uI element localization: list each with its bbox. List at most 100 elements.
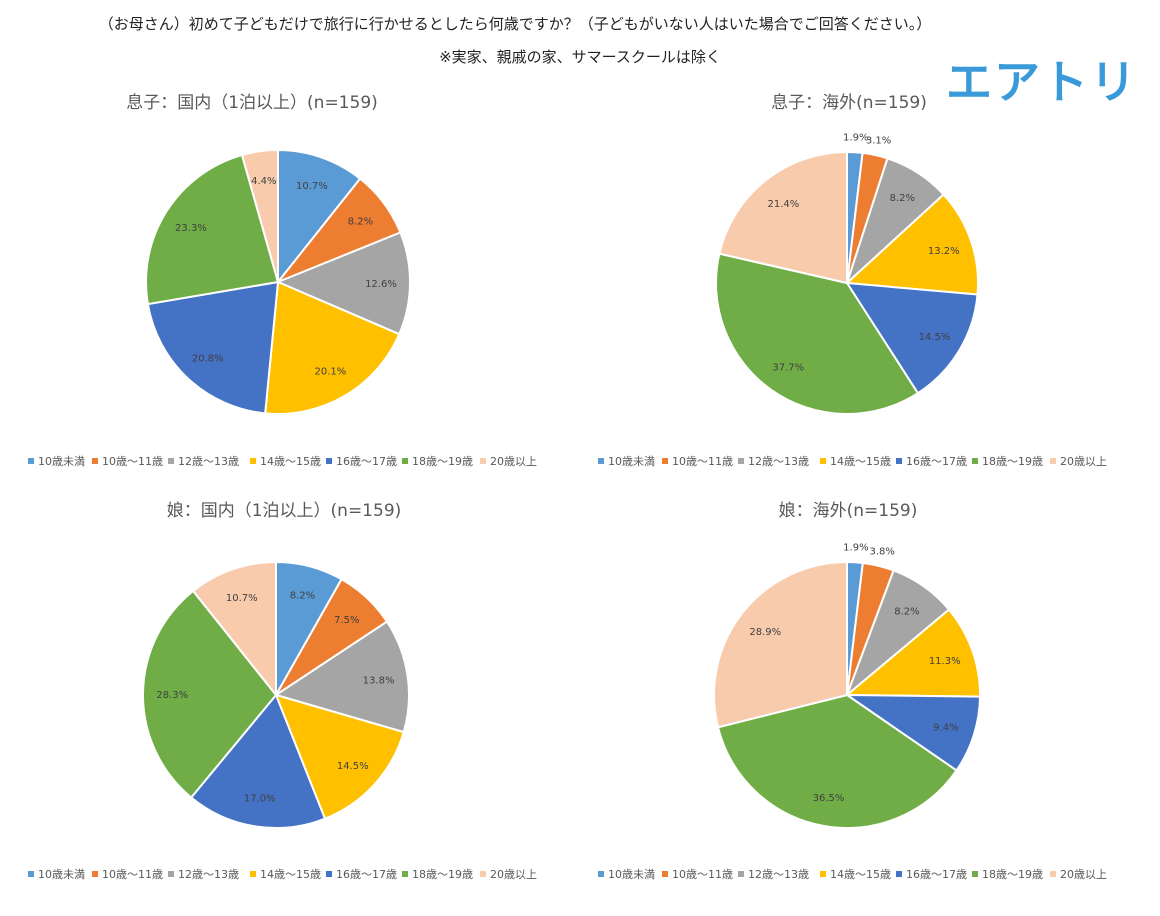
- data-label: 20.1%: [314, 367, 346, 378]
- data-label: 8.2%: [890, 193, 915, 204]
- legend-label: 10歳～11歳: [672, 868, 733, 881]
- legend-label: 20歳以上: [1060, 455, 1107, 468]
- legend-label: 12歳～13歳: [178, 868, 239, 881]
- chart-title: 息子：国内（1泊以上）(n=159): [126, 93, 378, 113]
- pie-slice: [716, 693, 958, 829]
- legend-swatch: [168, 871, 174, 877]
- legend-label: 16歳～17歳: [336, 868, 397, 881]
- legend-swatch: [326, 871, 332, 877]
- data-label: 9.4%: [933, 722, 958, 733]
- legend-label: 14歳～15歳: [830, 868, 891, 881]
- data-label: 3.1%: [866, 136, 891, 147]
- legend-swatch: [662, 458, 668, 464]
- legend-item: 10歳未満: [28, 866, 85, 882]
- page-subtitle: ※実家、親戚の家、サマースクールは除く: [439, 48, 721, 66]
- legend-item: 12歳～13歳: [738, 453, 809, 469]
- pie-slice: [189, 693, 327, 829]
- chart-daughter-overseas: 娘：海外(n=159) 1.9% 3.8% 8.2% 11.3% 9.4% 36.5% 28…: [580, 496, 1140, 916]
- data-label: 8.2%: [348, 216, 373, 227]
- data-label: 36.5%: [813, 793, 845, 804]
- chart-title: 息子：海外(n=159): [771, 93, 927, 113]
- legend-swatch: [820, 458, 826, 464]
- data-label: 11.3%: [929, 656, 961, 667]
- data-label: 1.9%: [843, 133, 868, 144]
- data-label: 23.3%: [175, 223, 207, 234]
- pie-chart: 1.9% 3.8% 8.2% 11.3% 9.4% 36.5% 28.9%: [713, 542, 982, 829]
- legend-swatch: [598, 458, 604, 464]
- chart-daughter-domestic: 娘：国内（1泊以上）(n=159) 8.2% 7.5% 13.8% 14.5% 17.0…: [10, 496, 570, 916]
- legend-swatch: [738, 458, 744, 464]
- pie-slice: [264, 280, 401, 415]
- legend-label: 18歳～19歳: [982, 455, 1043, 468]
- pie-slice: [718, 150, 848, 285]
- data-label: 13.2%: [928, 246, 960, 257]
- data-label: 10.7%: [226, 593, 258, 604]
- legend-item: 16歳～17歳: [896, 453, 967, 469]
- legend-label: 10歳～11歳: [102, 868, 163, 881]
- data-label: 14.5%: [337, 761, 369, 772]
- data-label: 8.2%: [894, 606, 919, 617]
- legend-swatch: [480, 871, 486, 877]
- legend-label: 16歳～17歳: [906, 455, 967, 468]
- legend-item: 10歳～11歳: [662, 866, 733, 882]
- legend-item: 14歳～15歳: [820, 453, 891, 469]
- legend-label: 10歳未満: [608, 868, 655, 881]
- legend-label: 12歳～13歳: [178, 455, 239, 468]
- legend-item: 14歳～15歳: [250, 866, 321, 882]
- pie-slice: [844, 608, 981, 698]
- legend-label: 20歳以上: [490, 868, 537, 881]
- legend-label: 16歳～17歳: [906, 868, 967, 881]
- legend-item: 18歳～19歳: [972, 866, 1043, 882]
- legend-item: 20歳以上: [480, 453, 537, 469]
- legend-item: 20歳以上: [480, 866, 537, 882]
- data-label: 10.7%: [296, 181, 328, 192]
- chart-title: 娘：海外(n=159): [778, 501, 918, 521]
- data-label: 3.8%: [870, 546, 895, 557]
- pie-slice: [142, 589, 278, 799]
- legend-label: 10歳～11歳: [672, 455, 733, 468]
- legend-label: 10歳未満: [608, 455, 655, 468]
- pie-chart: 8.2% 7.5% 13.8% 14.5% 17.0% 28.3% 10.7%: [142, 560, 410, 829]
- legend-item: 12歳～13歳: [168, 453, 239, 469]
- legend-item: 10歳未満: [28, 453, 85, 469]
- legend-swatch: [168, 458, 174, 464]
- legend-label: 10歳～11歳: [102, 455, 163, 468]
- legend-label: 14歳～15歳: [260, 455, 321, 468]
- legend-item: 20歳以上: [1050, 866, 1107, 882]
- data-label: 21.4%: [767, 199, 799, 210]
- pie-slice: [274, 693, 405, 820]
- legend-swatch: [28, 458, 34, 464]
- data-label: 28.9%: [749, 627, 781, 638]
- legend-label: 20歳以上: [490, 455, 537, 468]
- chart-son-overseas: 息子：海外(n=159) 1.9% 3.1% 8.2% 13.2% 14.5% 37.7%…: [580, 88, 1140, 508]
- chart-title: 娘：国内（1泊以上）(n=159): [166, 501, 402, 521]
- pie-slice: [146, 280, 280, 415]
- legend-label: 18歳～19歳: [412, 868, 473, 881]
- legend-swatch: [972, 871, 978, 877]
- legend-label: 18歳～19歳: [982, 868, 1043, 881]
- pie-slice: [145, 153, 280, 306]
- legend-item: 20歳以上: [1050, 453, 1107, 469]
- pie-slice: [191, 560, 277, 698]
- pie-slice: [240, 148, 279, 283]
- legend-swatch: [972, 458, 978, 464]
- pie-slice: [843, 693, 982, 772]
- legend-item: 12歳～13歳: [168, 866, 239, 882]
- legend-swatch: [738, 871, 744, 877]
- data-label: 14.5%: [919, 332, 951, 343]
- legend-item: 16歳～17歳: [326, 453, 397, 469]
- legend-label: 12歳～13歳: [748, 868, 809, 881]
- legend-swatch: [92, 458, 98, 464]
- data-label: 4.4%: [251, 176, 276, 187]
- legend-swatch: [250, 871, 256, 877]
- pie-slice: [845, 281, 979, 395]
- legend-item: 18歳～19歳: [402, 453, 473, 469]
- legend-label: 20歳以上: [1060, 868, 1107, 881]
- data-label: 7.5%: [334, 615, 359, 626]
- legend-label: 16歳～17歳: [336, 455, 397, 468]
- data-label: 8.2%: [290, 591, 315, 602]
- pie-slice: [713, 560, 848, 729]
- legend-swatch: [92, 871, 98, 877]
- legend-swatch: [402, 871, 408, 877]
- pie-slice: [715, 252, 920, 415]
